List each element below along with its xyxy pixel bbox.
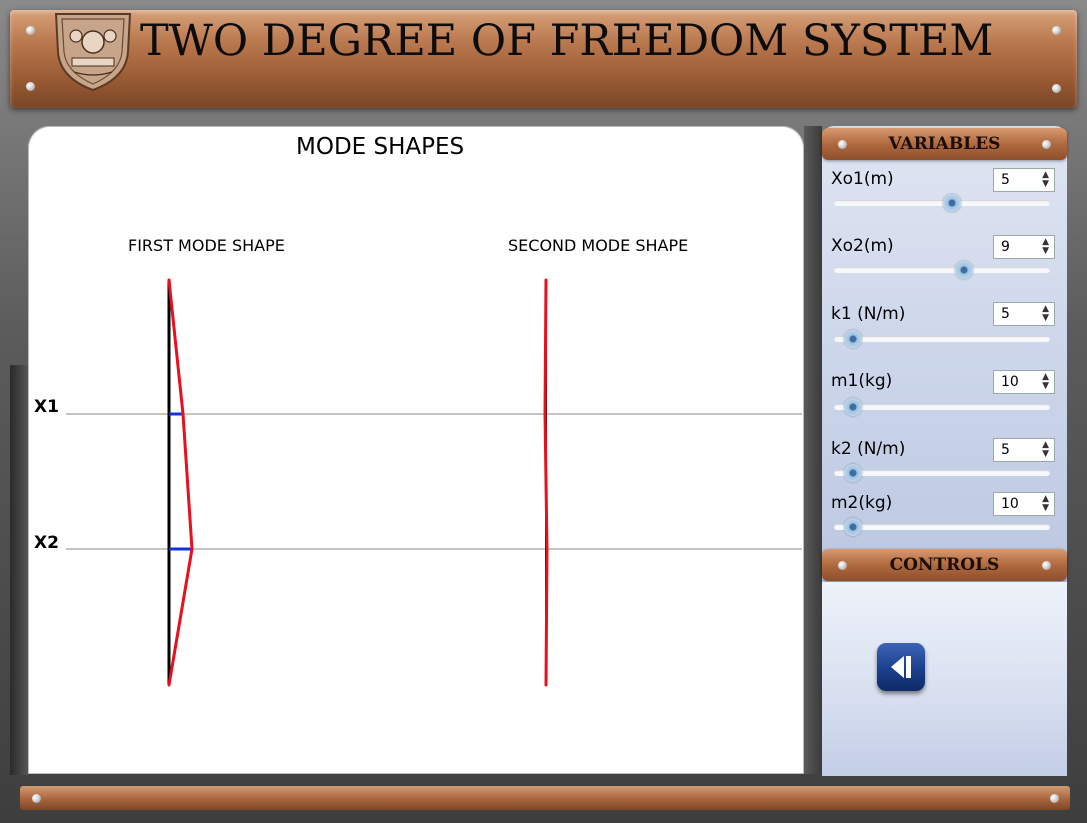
step-back-icon	[891, 656, 911, 678]
m1-label: m1(kg)	[831, 371, 893, 391]
xo1-label: Xo1(m)	[831, 169, 894, 189]
rivet-icon	[1042, 140, 1051, 149]
rivet-icon	[1052, 84, 1061, 93]
step-back-button[interactable]	[877, 643, 925, 691]
app-title: TWO DEGREE OF FREEDOM SYSTEM	[140, 16, 994, 66]
level-label-x1: X1	[34, 397, 59, 417]
xo2-label: Xo2(m)	[831, 236, 894, 256]
rivet-icon	[1042, 561, 1051, 570]
rivet-icon	[1052, 26, 1061, 35]
k1-spinner[interactable]: 5 ▲ ▼	[993, 302, 1055, 326]
spin-arrows-icon[interactable]: ▲ ▼	[1042, 237, 1049, 256]
m2-slider[interactable]	[834, 518, 1050, 536]
rivet-icon	[1050, 794, 1059, 803]
xo1-slider[interactable]	[834, 194, 1050, 212]
spin-arrows-icon[interactable]: ▲ ▼	[1042, 304, 1049, 323]
spin-arrows-icon[interactable]: ▲ ▼	[1042, 170, 1049, 189]
m2-spinner[interactable]: 10 ▲ ▼	[993, 492, 1055, 516]
level-label-x2: X2	[34, 533, 59, 553]
rivet-icon	[838, 561, 847, 570]
second-mode-label: SECOND MODE SHAPE	[508, 236, 689, 255]
k2-slider[interactable]	[834, 464, 1050, 482]
rivet-icon	[26, 82, 35, 91]
footer-bar	[20, 786, 1070, 810]
controls-header: CONTROLS	[822, 549, 1067, 581]
k2-spinner[interactable]: 5 ▲ ▼	[993, 438, 1055, 462]
spin-arrows-icon[interactable]: ▲ ▼	[1042, 440, 1049, 459]
plot-title: MODE SHAPES	[296, 134, 465, 160]
k1-slider[interactable]	[834, 330, 1050, 348]
rivet-icon	[838, 140, 847, 149]
m1-slider[interactable]	[834, 398, 1050, 416]
xo1-slider-thumb[interactable]	[942, 194, 961, 212]
variables-title: VARIABLES	[888, 134, 1001, 154]
m2-slider-thumb[interactable]	[843, 518, 862, 536]
xo2-slider-thumb[interactable]	[954, 261, 973, 279]
xo1-spinner[interactable]: 5 ▲ ▼	[993, 168, 1055, 192]
rivet-icon	[32, 794, 41, 803]
mode-shape-panel	[28, 126, 804, 774]
rivet-icon	[26, 26, 35, 35]
k2-label: k2 (N/m)	[831, 439, 906, 459]
k1-label: k1 (N/m)	[831, 304, 906, 324]
m2-label: m2(kg)	[831, 493, 893, 513]
header-bar	[10, 10, 1077, 108]
first-mode-line	[167, 278, 194, 687]
right-edge	[804, 126, 822, 774]
controls-area	[822, 582, 1067, 776]
k2-slider-thumb[interactable]	[843, 464, 862, 482]
k1-slider-thumb[interactable]	[843, 330, 862, 348]
second-mode-line	[543, 278, 549, 687]
variables-header: VARIABLES	[822, 128, 1067, 160]
first-mode-label: FIRST MODE SHAPE	[128, 236, 285, 255]
controls-title: CONTROLS	[889, 555, 1000, 575]
xo2-slider[interactable]	[834, 261, 1050, 279]
m1-slider-thumb[interactable]	[843, 398, 862, 416]
m1-spinner[interactable]: 10 ▲ ▼	[993, 370, 1055, 394]
xo2-spinner[interactable]: 9 ▲ ▼	[993, 235, 1055, 259]
spin-arrows-icon[interactable]: ▲ ▼	[1042, 494, 1049, 513]
institute-logo	[54, 13, 132, 92]
left-edge	[10, 365, 28, 775]
spin-arrows-icon[interactable]: ▲ ▼	[1042, 372, 1049, 391]
